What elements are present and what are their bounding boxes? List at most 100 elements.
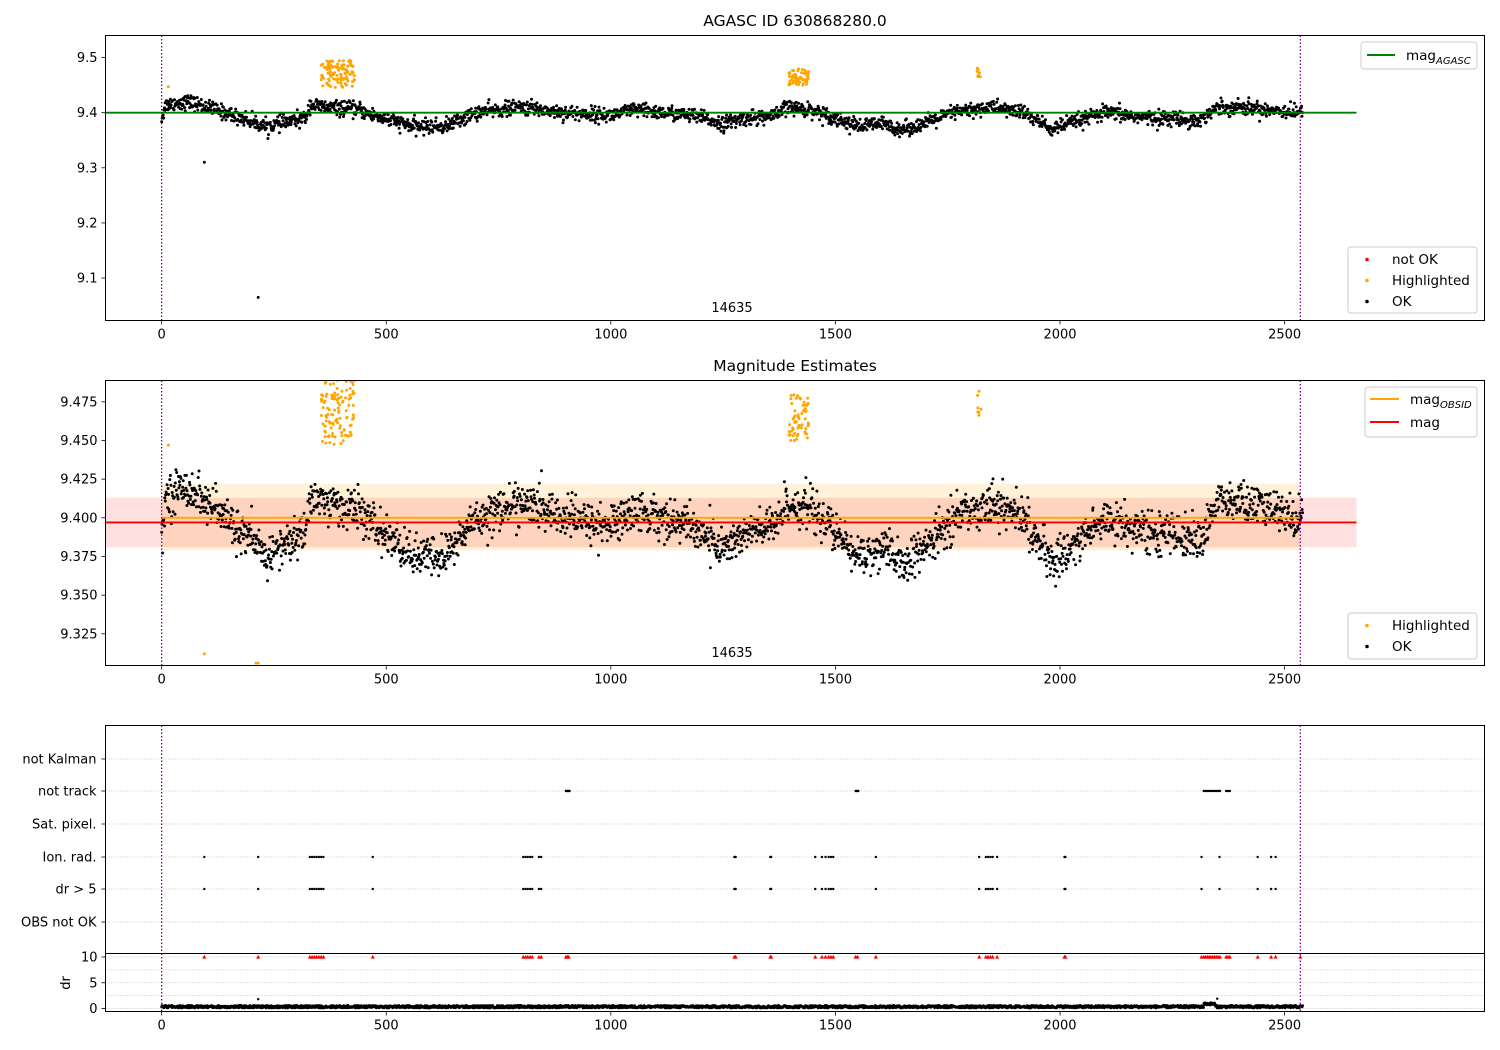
p1-ok-point [595, 113, 599, 117]
p2-ok-point [279, 554, 283, 558]
p1-ok-point [1203, 116, 1206, 120]
p1-ok-point [406, 118, 410, 122]
p2-ok-point [292, 531, 295, 534]
p1-ok-point [934, 126, 938, 130]
p1-ok-point [348, 101, 352, 104]
p2-ok-point [947, 510, 951, 514]
p2-ok-point [1026, 496, 1030, 500]
p2-ok-point [651, 511, 654, 515]
p2-ok-point [529, 488, 533, 492]
p1-ok-point [486, 101, 490, 105]
p2-ok-point [1074, 563, 1078, 567]
p1-ok-point [1118, 107, 1122, 111]
p1-ok-point [552, 105, 555, 109]
p2-ok-point [294, 539, 298, 542]
p2-ok-point [365, 514, 369, 518]
p2-ok-point [970, 499, 973, 502]
p2-ok-point [1182, 526, 1186, 530]
p2-ok-point [831, 532, 835, 536]
p1-ok-point [870, 120, 874, 124]
p2-ok-point [612, 509, 616, 513]
p1-ok-point [917, 123, 921, 127]
p1-ok-point [507, 99, 511, 103]
p2-ok-point [573, 507, 577, 511]
p1-ok-point [371, 106, 375, 110]
p2-ok-point [818, 529, 822, 533]
p2-ok-point [198, 484, 202, 488]
p2-ok-point [1078, 554, 1082, 558]
p2-ok-point [803, 488, 806, 492]
p1-ok-point [360, 108, 364, 112]
p1-ok-point [242, 121, 245, 124]
p2-ok-point [458, 523, 462, 526]
p2-ok-point [1054, 584, 1058, 588]
panel-1-legend-points: not OK Highlighted OK [1347, 246, 1478, 314]
p2-ok-point [201, 505, 205, 509]
p2-ok-point [826, 512, 830, 516]
p2-ok-point [1195, 554, 1199, 558]
p2-ok-point [609, 534, 613, 538]
p2-ok-point [722, 553, 726, 557]
p2-ok-point [1130, 551, 1134, 555]
p1-ok-point [241, 115, 245, 119]
p2-ok-point [771, 514, 774, 518]
p2-ok-point [413, 564, 417, 568]
p2-ok-point [1122, 531, 1126, 535]
p2-ok-point [957, 509, 961, 513]
p2-ok-point [1157, 510, 1161, 514]
p2-ok-point [1021, 506, 1025, 510]
p2-ok-point [451, 551, 455, 555]
p1-ok-point [852, 115, 856, 118]
p1-ok-point [264, 115, 268, 119]
p2-ok-point [1163, 535, 1167, 539]
p2-ok-point [1132, 532, 1136, 536]
p2-ok-point [480, 531, 484, 535]
p2-ok-point [768, 518, 772, 522]
p1-highlighted-point [790, 78, 794, 82]
p2-ok-point [916, 559, 920, 563]
p2-ok-point [278, 529, 282, 533]
p2-ok-point [296, 534, 300, 538]
p1-ok-point [979, 115, 983, 119]
p2-ok-point [205, 523, 209, 526]
p1-ok-point [1019, 103, 1023, 107]
panel-agasc-magnitude: AGASC ID 630868280.0 0 500 1000 1500 2000 250… [77, 12, 1485, 343]
p2-ok-point [991, 477, 995, 481]
p1-ok-point [447, 117, 451, 121]
p2-ok-point [290, 550, 294, 554]
p2-ok-point [437, 554, 441, 558]
p2-ok-point [168, 474, 172, 477]
p2-ok-point [973, 507, 977, 510]
p2-ok-point [221, 513, 225, 516]
p2-ok-point [422, 556, 426, 560]
p1-ok-point [1243, 107, 1247, 111]
p2-ok-point [891, 539, 894, 543]
p2-ok-point [750, 540, 753, 544]
p2-ok-point [1065, 567, 1068, 571]
p1-ok-point [865, 117, 869, 121]
p1-ok-point [215, 103, 219, 107]
p1-ok-point [751, 108, 755, 112]
p1-ok-point [1265, 104, 1269, 108]
p1-ok-point [624, 105, 628, 109]
p2-ok-point [531, 509, 534, 513]
p2-ok-point [367, 504, 371, 508]
p2-ok-point [924, 528, 928, 532]
p2-ok-point [693, 544, 697, 548]
p2-ok-point [503, 511, 507, 515]
p2-ok-point [360, 497, 364, 501]
p2-ok-point [1135, 541, 1139, 545]
p1-ok-point [441, 129, 445, 133]
p1-ok-point [267, 133, 270, 137]
p1-ok-point [289, 123, 293, 127]
p2-ok-point [933, 557, 937, 560]
p1-ok-point [773, 108, 777, 112]
p1-ok-point [440, 123, 444, 127]
p1-ok-point [300, 120, 304, 124]
p2-ok-point [945, 546, 949, 550]
p1-ok-point [189, 94, 193, 98]
p2-ok-point [849, 542, 853, 546]
p2-ok-point [317, 501, 321, 505]
p2-ok-point [1055, 554, 1059, 558]
p2-ok-point [1194, 534, 1198, 537]
